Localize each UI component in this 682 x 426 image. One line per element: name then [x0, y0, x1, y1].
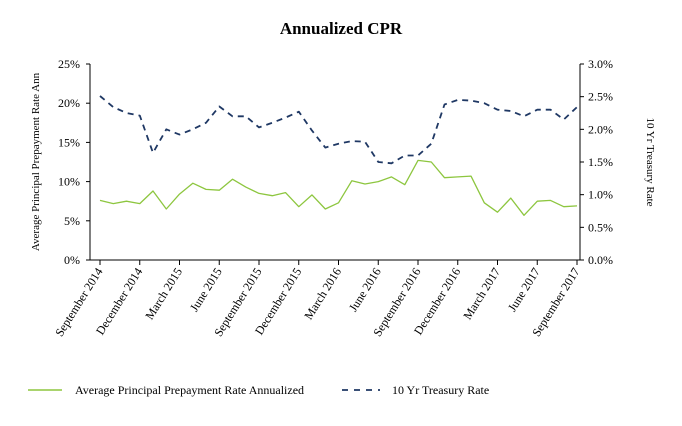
y-axis-left-label: Average Principal Prepayment Rate Ann	[30, 72, 42, 251]
y-axis-left: 0% 5% 10% 15% 20% 25%	[58, 57, 91, 267]
x-tick-label: March 2015	[142, 265, 185, 322]
y-tick-label-left: 20%	[58, 96, 80, 110]
y-tick-label-right: 1.5%	[588, 155, 613, 169]
y-tick-label-left: 5%	[64, 214, 80, 228]
y-tick-label-right: 1.0%	[588, 188, 613, 202]
y-tick-label-right: 2.5%	[588, 90, 613, 104]
legend-item-cpr: Average Principal Prepayment Rate Annual…	[28, 383, 304, 397]
chart-title: Annualized CPR	[280, 19, 403, 38]
treasury-series-line	[99, 95, 578, 165]
cpr-series-line	[99, 159, 578, 216]
legend-item-treasury: 10 Yr Treasury Rate	[342, 383, 489, 397]
series-layer	[99, 95, 578, 216]
y-axis-right-label: 10 Yr Treasury Rate	[644, 117, 656, 206]
x-tick-label: March 2017	[460, 265, 503, 322]
legend: Average Principal Prepayment Rate Annual…	[28, 383, 489, 397]
x-tick-label: June 2016	[346, 265, 384, 314]
y-tick-label-right: 3.0%	[588, 57, 613, 71]
x-tick-label: June 2015	[187, 265, 225, 314]
y-tick-label-left: 0%	[64, 253, 80, 267]
y-tick-label-right: 0.0%	[588, 253, 613, 267]
x-tick-label: March 2016	[301, 265, 344, 322]
y-tick-label-left: 15%	[58, 135, 80, 149]
y-tick-label-right: 0.5%	[588, 220, 613, 234]
legend-label-cpr: Average Principal Prepayment Rate Annual…	[75, 383, 304, 397]
y-tick-label-right: 2.0%	[588, 122, 613, 136]
x-tick-label: June 2017	[505, 265, 543, 314]
y-tick-label-left: 10%	[58, 175, 80, 189]
legend-label-treasury: 10 Yr Treasury Rate	[392, 383, 489, 397]
y-axis-right: 0.0% 0.5% 1.0% 1.5% 2.0% 2.5% 3.0%	[579, 57, 613, 267]
y-tick-label-left: 25%	[58, 57, 80, 71]
